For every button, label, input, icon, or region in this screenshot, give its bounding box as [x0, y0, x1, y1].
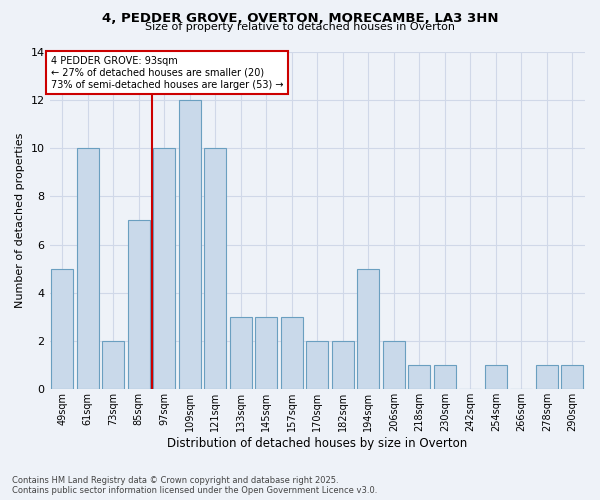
Bar	[358, 268, 379, 390]
Bar	[179, 100, 200, 390]
Bar	[562, 365, 583, 390]
Bar	[332, 341, 353, 390]
Text: Size of property relative to detached houses in Overton: Size of property relative to detached ho…	[145, 22, 455, 32]
Text: Contains HM Land Registry data © Crown copyright and database right 2025.
Contai: Contains HM Land Registry data © Crown c…	[12, 476, 377, 495]
Bar	[409, 365, 430, 390]
Bar	[281, 317, 302, 390]
Bar	[307, 341, 328, 390]
Bar	[52, 268, 73, 390]
X-axis label: Distribution of detached houses by size in Overton: Distribution of detached houses by size …	[167, 437, 467, 450]
Bar	[256, 317, 277, 390]
Bar	[77, 148, 98, 390]
Y-axis label: Number of detached properties: Number of detached properties	[15, 132, 25, 308]
Bar	[154, 148, 175, 390]
Text: 4 PEDDER GROVE: 93sqm
← 27% of detached houses are smaller (20)
73% of semi-deta: 4 PEDDER GROVE: 93sqm ← 27% of detached …	[51, 56, 283, 90]
Bar	[485, 365, 506, 390]
Bar	[230, 317, 251, 390]
Bar	[128, 220, 149, 390]
Bar	[383, 341, 404, 390]
Bar	[536, 365, 557, 390]
Text: 4, PEDDER GROVE, OVERTON, MORECAMBE, LA3 3HN: 4, PEDDER GROVE, OVERTON, MORECAMBE, LA3…	[102, 12, 498, 26]
Bar	[205, 148, 226, 390]
Bar	[434, 365, 455, 390]
Bar	[103, 341, 124, 390]
